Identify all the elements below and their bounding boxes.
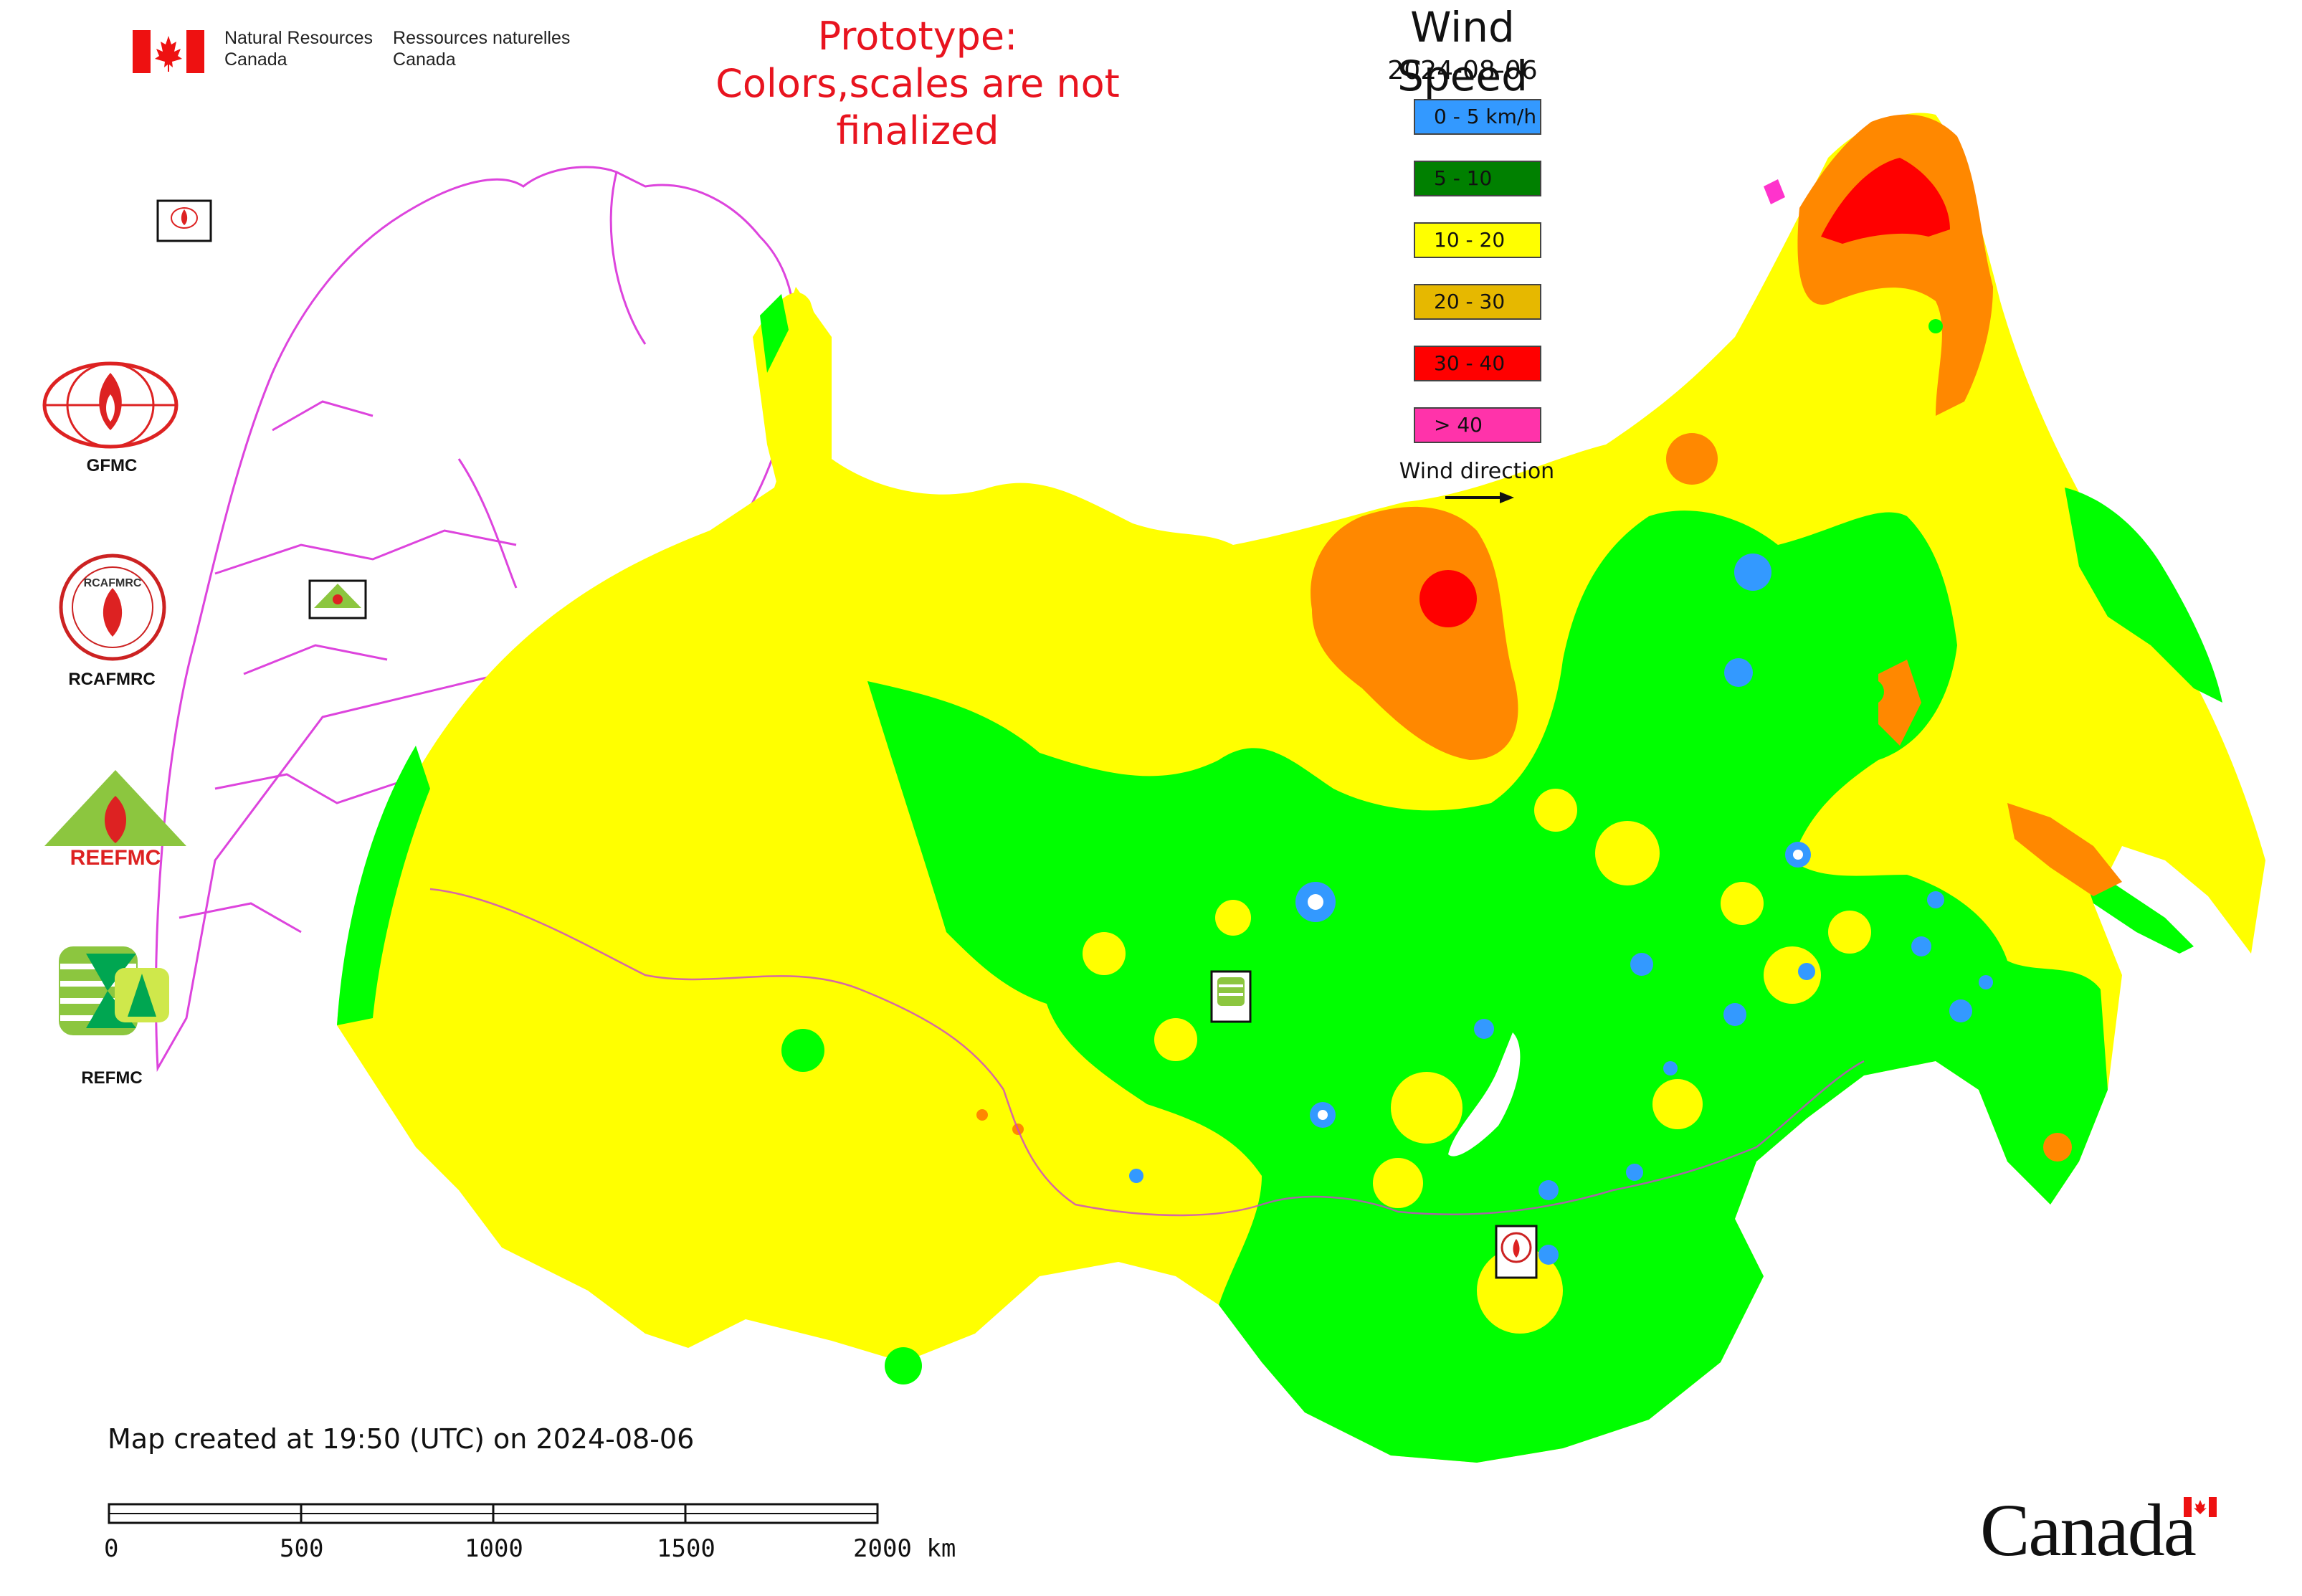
reefmc-marker-icon	[308, 579, 367, 619]
rcafmrc-logo-icon: RCAFMRC	[59, 554, 166, 661]
wind-zone-extreme-islet	[1764, 179, 1785, 204]
wind-zone-10-20-bubbles	[1083, 789, 1871, 1334]
legend-date: 2024-08-06	[1387, 56, 1538, 85]
wind-zone-20-30-sakhalin	[2043, 1133, 2072, 1162]
wind-zone-30-40-chukotka	[1821, 158, 1950, 244]
wind-zone-20-30-taymyr	[1311, 506, 1518, 760]
rcafmrc-marker-icon	[1495, 1225, 1538, 1279]
refmc-label: REFMC	[81, 1068, 143, 1088]
legend-item-20-30: 20 - 30	[1414, 284, 1541, 320]
prototype-notice: Prototype: Colors,scales are not finaliz…	[660, 13, 1176, 155]
canada-wordmark-flag-icon	[2184, 1497, 2217, 1517]
legend-item-0-5: 0 - 5 km/h	[1414, 99, 1541, 135]
legend-item-over-40: > 40	[1414, 407, 1541, 443]
agency-name-fr: Ressources naturelles Canada	[393, 28, 571, 70]
legend-item-5-10: 5 - 10	[1414, 161, 1541, 196]
scale-label-1000: 1000	[465, 1534, 523, 1563]
wind-direction-arrow-icon	[1445, 492, 1514, 503]
map-creation-timestamp: Map created at 19:50 (UTC) on 2024-08-06	[108, 1423, 695, 1455]
refmc-logo-icon	[59, 946, 169, 1035]
gfmc-label: GFMC	[86, 456, 138, 475]
gfmc-logo-icon	[42, 361, 179, 449]
wind-zone-5-10-kamchatka	[2065, 488, 2222, 703]
reefmc-logo-icon: REEFMC	[44, 770, 186, 870]
wind-zone-ring-centers	[1308, 850, 1803, 1120]
wind-zone-5-10-central	[867, 510, 2108, 1463]
rcafmrc-label: RCAFMRC	[68, 670, 156, 689]
wind-zone-20-30-patch	[1666, 433, 1718, 485]
scale-label-1500: 1500	[657, 1534, 715, 1563]
agency-name-en: Natural Resources Canada	[224, 28, 374, 70]
wind-zone-5-10-bubbles	[781, 319, 1943, 1384]
wind-zone-20-30-okhotsk	[1878, 660, 1921, 746]
country-borders	[429, 888, 1865, 1217]
canada-wordmark: Canada	[1980, 1489, 2197, 1572]
legend-item-30-40: 30 - 40	[1414, 346, 1541, 381]
legend-title: Wind Speed	[1397, 3, 1528, 100]
canada-flag-icon	[133, 30, 204, 73]
wind-direction-label: Wind direction	[1399, 459, 1555, 484]
svg-text:RCAFMRC: RCAFMRC	[84, 577, 142, 589]
wind-zone-20-30-chukotka	[1797, 114, 1993, 416]
wind-zone-0-5-spots	[1129, 554, 1993, 1265]
prototype-notice-line2: Colors,scales are not finalized	[715, 61, 1120, 153]
wind-zone-5-10-scandinavia	[760, 294, 789, 373]
wind-zone-20-30-kuril	[2007, 803, 2122, 896]
refmc-marker-icon	[1210, 970, 1252, 1023]
wind-zone-5-10-west-arc	[337, 746, 430, 1025]
scale-bar	[108, 1503, 879, 1524]
svg-text:REEFMC: REEFMC	[70, 846, 161, 870]
wind-zone-20-30-dot	[976, 1109, 988, 1121]
scale-label-500: 500	[280, 1534, 324, 1563]
gfmc-marker-icon	[156, 199, 212, 242]
wind-zone-30-40-taymyr	[1419, 570, 1477, 627]
legend-item-10-20: 10 - 20	[1414, 222, 1541, 258]
nrcan-signature: Natural Resources Canada Ressources natu…	[133, 27, 570, 73]
scale-label-0: 0	[104, 1534, 119, 1563]
prototype-notice-line1: Prototype:	[817, 14, 1018, 59]
lake-baikal	[1448, 1032, 1521, 1156]
scale-label-2000: 2000 km	[853, 1534, 956, 1563]
